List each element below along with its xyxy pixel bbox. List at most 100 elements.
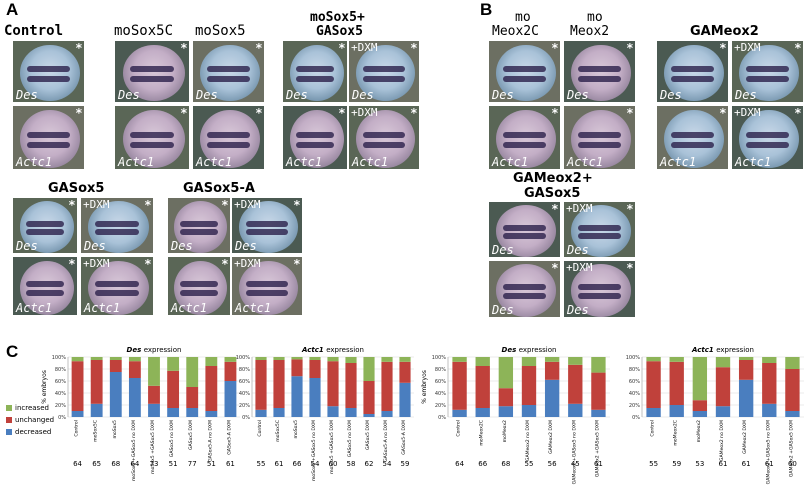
- bar-segment-unchanged: [71, 361, 84, 411]
- asterisk-mark: *: [255, 106, 262, 120]
- category-label: moMeox2C: [479, 420, 485, 446]
- category-label: moMeox2: [696, 420, 702, 442]
- n-label: 45: [571, 460, 580, 468]
- des-label: Des: [567, 303, 589, 317]
- embryo: [496, 205, 557, 257]
- bar-segment-unchanged: [90, 360, 103, 404]
- embryo: [88, 260, 150, 315]
- embryo-image: Actc1 *: [656, 105, 729, 170]
- bar-segment-increased: [309, 357, 321, 360]
- bar-segment-increased: [109, 357, 122, 360]
- bar-segment-increased: [381, 357, 393, 362]
- title-momeox2c-line2: Meox2C: [492, 24, 539, 39]
- y-tick-label: 0%: [58, 415, 66, 421]
- n-label: 54: [383, 460, 392, 468]
- embryo: [356, 44, 416, 102]
- bar-segment-increased: [646, 357, 661, 362]
- n-label: 77: [188, 460, 197, 468]
- dxm-label: +DXM: [83, 198, 110, 211]
- bar-segment-increased: [669, 357, 684, 362]
- actc1-label: Actc1: [492, 155, 529, 169]
- expression-band: [129, 66, 175, 73]
- embryo: [739, 109, 800, 169]
- bar-segment-increased: [291, 357, 303, 360]
- expression-band: [578, 224, 621, 231]
- embryo: [664, 44, 725, 102]
- legend-label-unchanged: unchanged: [15, 416, 54, 424]
- embryo-image: Actc1 *: [488, 105, 561, 170]
- y-tick-label: 0%: [632, 415, 640, 421]
- embryo-image: Actc1 *: [12, 105, 85, 170]
- embryo-image: Des *: [488, 260, 561, 318]
- expression-band: [246, 281, 288, 287]
- expression-band: [207, 66, 250, 73]
- expression-band: [746, 132, 789, 138]
- category-label: GAMeox2 +GASox5 DXM: [594, 420, 600, 477]
- title-gameox2: GAMeox2: [690, 24, 759, 39]
- des-label: Des: [84, 239, 106, 253]
- embryo-image: Des * +DXM: [348, 40, 420, 103]
- panel-label-a: A: [6, 0, 19, 19]
- bar-segment-decreased: [148, 403, 160, 417]
- asterisk-mark: *: [180, 41, 187, 55]
- expression-band: [746, 66, 789, 73]
- actc1-label: Actc1: [352, 155, 389, 169]
- n-label: 61: [742, 460, 751, 468]
- bar-segment-decreased: [762, 403, 777, 417]
- bar-segment-unchanged: [224, 361, 237, 381]
- embryo-image: Actc1 * +DXM: [231, 256, 303, 316]
- expression-band: [578, 66, 621, 73]
- expression-band: [503, 224, 546, 231]
- des-label: Des: [567, 243, 589, 257]
- legend-label-increased: increased: [15, 404, 49, 412]
- expression-band: [95, 281, 139, 287]
- expression-band: [671, 132, 714, 138]
- asterisk-mark: *: [410, 106, 417, 120]
- bar-segment-increased: [327, 357, 339, 362]
- embryo-image: Actc1 * +DXM: [731, 105, 804, 170]
- category-label: moSox5 +GASox5 DXM: [150, 420, 156, 474]
- expression-band: [95, 290, 139, 296]
- des-label: Des: [492, 243, 514, 257]
- actc1-label: Actc1: [16, 155, 53, 169]
- actc1-label: Actc1: [235, 301, 272, 315]
- asterisk-mark: *: [626, 261, 633, 275]
- expression-band: [578, 233, 621, 240]
- category-label: Control: [650, 420, 656, 437]
- y-tick-label: 100%: [432, 355, 447, 361]
- bar-segment-increased: [544, 357, 560, 362]
- bar-segment-increased: [167, 357, 180, 371]
- bar-segment-decreased: [452, 409, 467, 417]
- expression-band: [207, 132, 250, 138]
- category-label: GAMeox2 no DXM: [525, 420, 531, 461]
- bar-segment-unchanged: [205, 366, 218, 411]
- bar-segment-decreased: [399, 382, 411, 417]
- bar-segment-decreased: [224, 381, 237, 417]
- embryo: [200, 44, 261, 102]
- embryo: [289, 44, 344, 102]
- bar-segment-unchanged: [646, 361, 661, 408]
- y-tick-label: 0%: [438, 415, 446, 421]
- bar-segment-increased: [452, 357, 467, 362]
- bar-segment-decreased: [205, 411, 218, 417]
- category-label: GAMeox2 +GASox5 no DXM: [765, 420, 771, 484]
- embryo: [174, 201, 227, 253]
- bar-segment-decreased: [381, 411, 393, 417]
- category-label: GAMeox2 +GASox5 DXM: [788, 420, 794, 477]
- dxm-label: +DXM: [734, 41, 761, 54]
- y-tick-label: 100%: [52, 355, 67, 361]
- n-label: 53: [695, 460, 704, 468]
- bar-segment-decreased: [785, 411, 800, 417]
- expression-band: [503, 233, 546, 240]
- y-tick-label: 100%: [626, 355, 641, 361]
- embryo-image: Des *: [192, 40, 265, 103]
- asterisk-mark: *: [794, 41, 801, 55]
- asterisk-mark: *: [626, 202, 633, 216]
- bar-segment-increased: [148, 357, 160, 386]
- des-label: Des: [171, 239, 193, 253]
- y-tick-label: 80%: [629, 367, 640, 373]
- n-label: 68: [111, 460, 120, 468]
- embryo: [174, 260, 227, 315]
- category-label: moSox5C: [93, 420, 99, 442]
- embryo: [496, 264, 557, 317]
